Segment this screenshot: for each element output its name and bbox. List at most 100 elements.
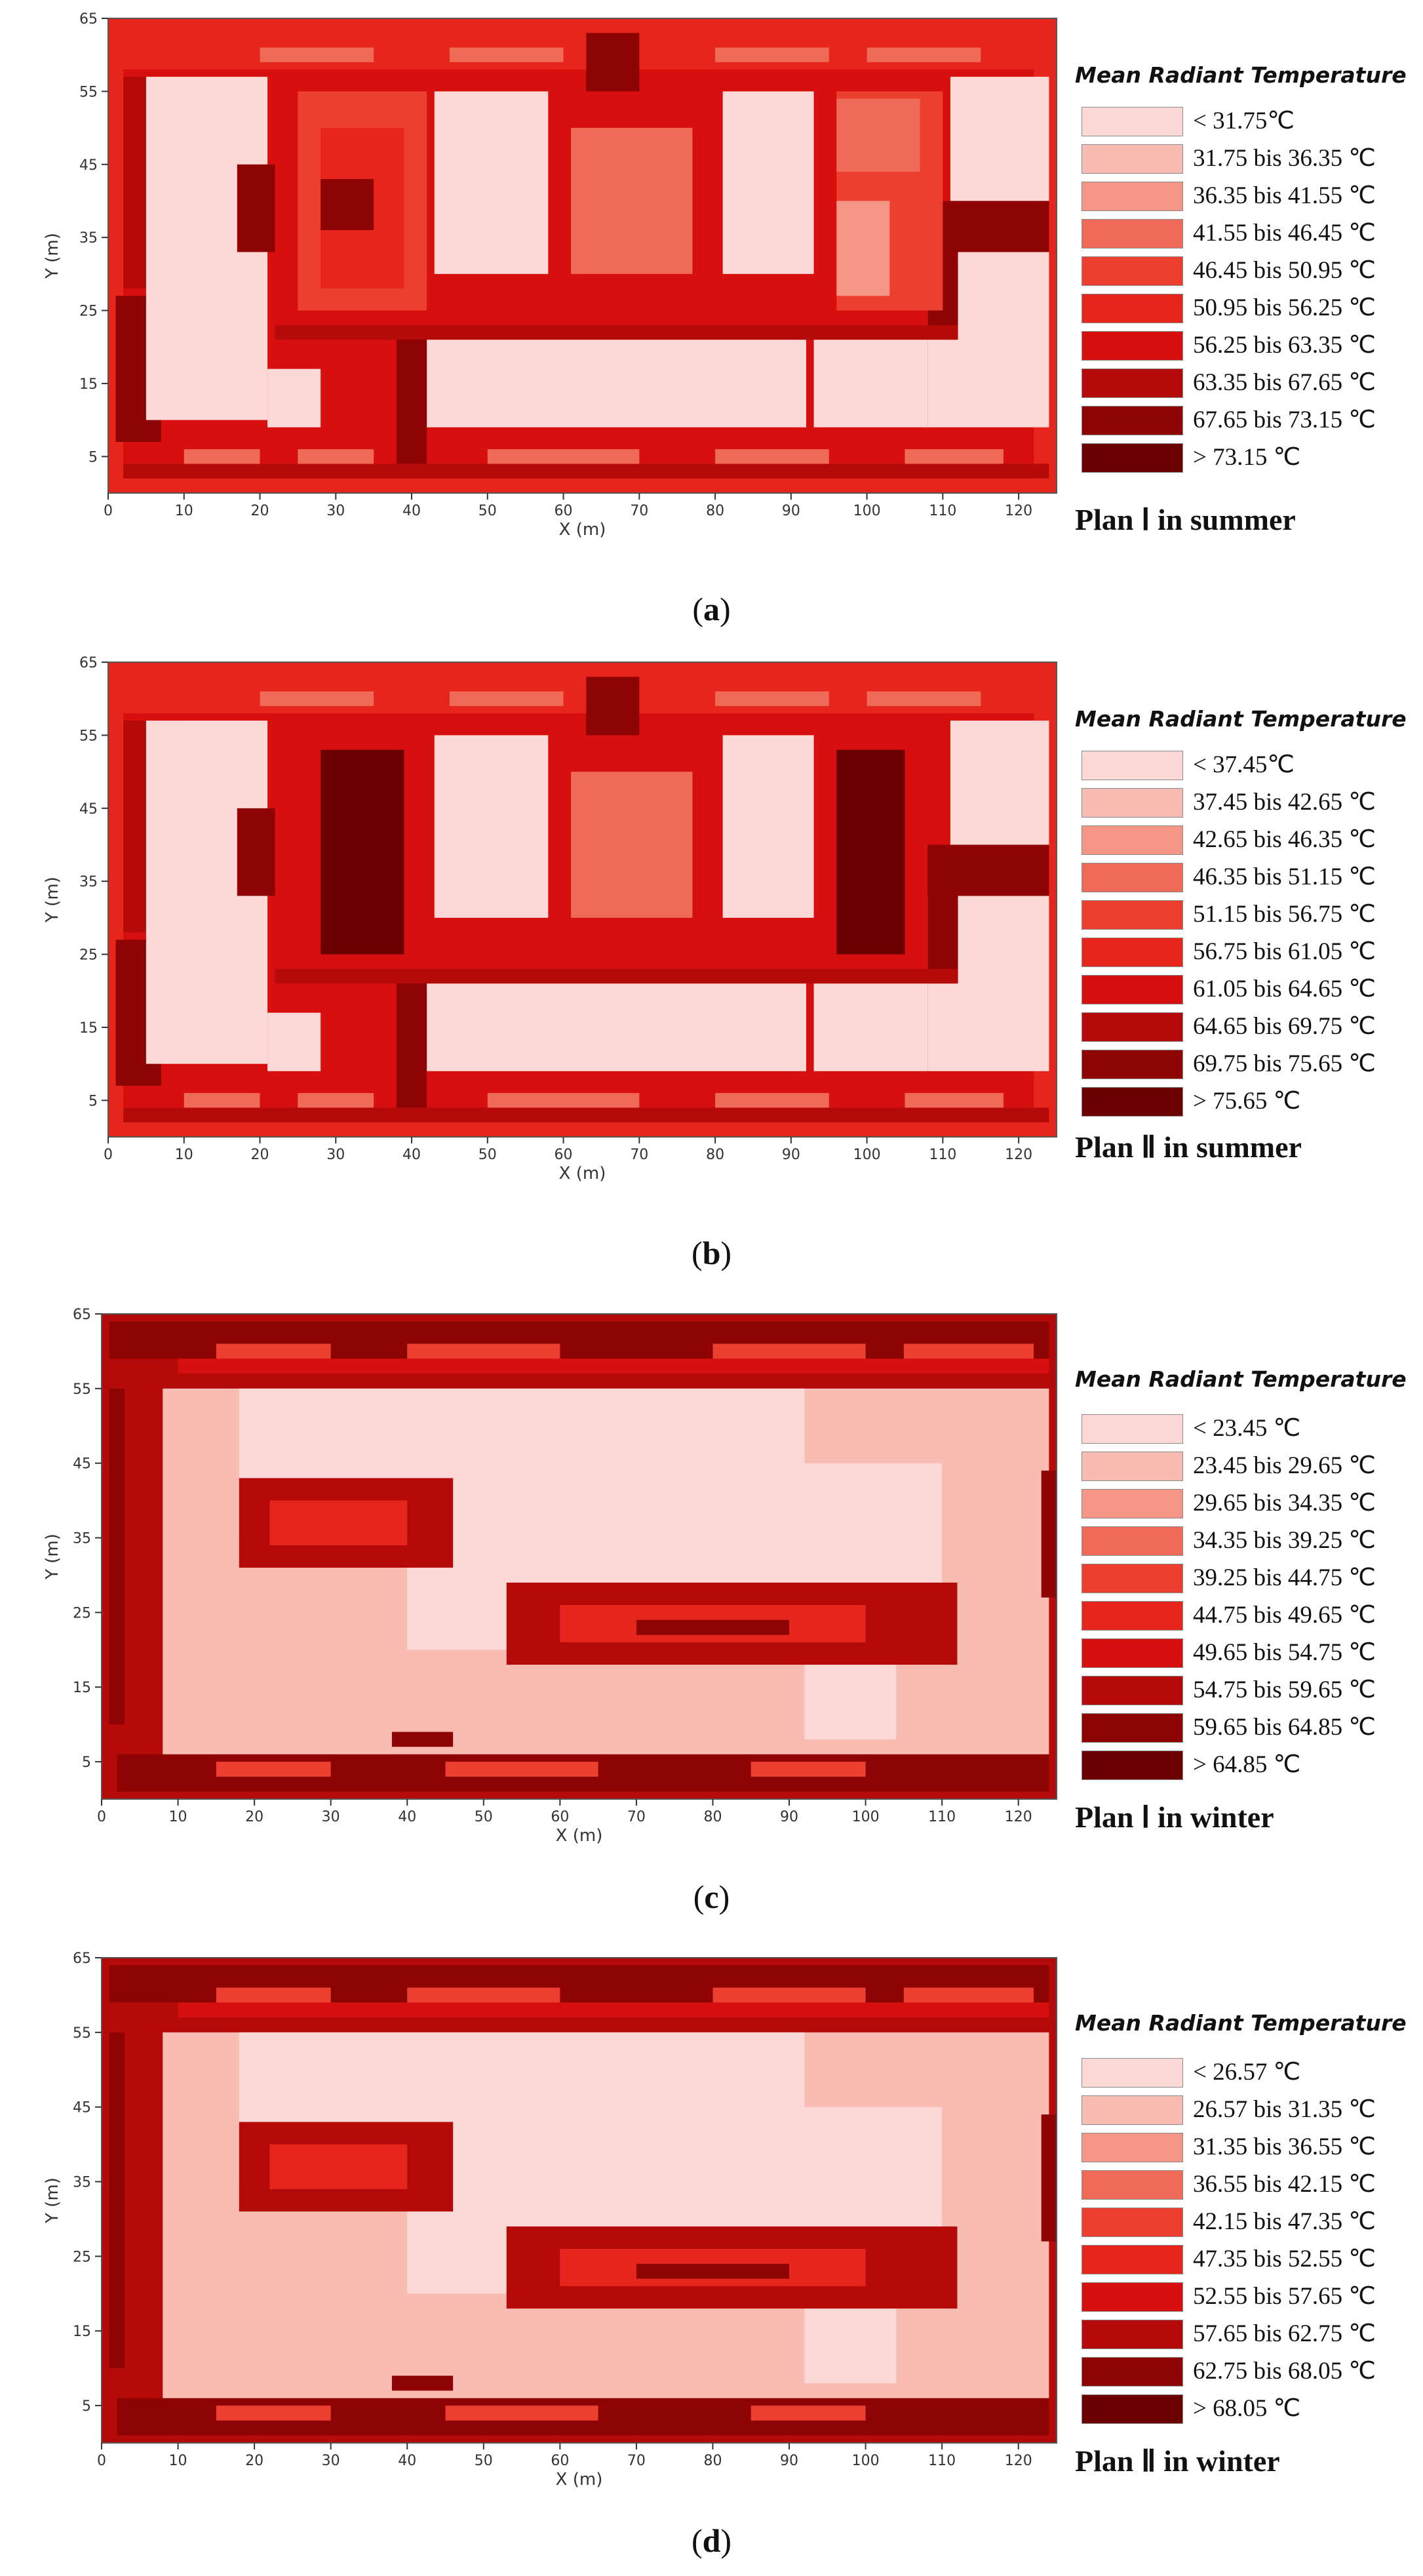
heat-cell xyxy=(275,968,958,984)
plot-frame xyxy=(101,1313,1057,1800)
y-tick-label: 5 xyxy=(82,2398,91,2415)
legend-swatch xyxy=(1082,2320,1183,2349)
legend-swatch xyxy=(1082,825,1183,855)
y-tick-label: 65 xyxy=(79,11,98,28)
legend-swatch xyxy=(1082,1751,1183,1780)
y-tick-label: 45 xyxy=(79,801,98,818)
heat-cell xyxy=(123,1107,1049,1122)
heat-cell xyxy=(109,1388,125,1725)
x-tick-label: 120 xyxy=(1005,1147,1032,1163)
legend-swatch xyxy=(1082,182,1183,211)
heat-cell xyxy=(184,1093,260,1108)
x-tick-label: 10 xyxy=(175,1147,193,1163)
x-tick-label: 120 xyxy=(1005,2453,1032,2469)
legend-label: 51.15 bis 56.75 ℃ xyxy=(1193,901,1376,928)
legend-label: 52.55 bis 57.65 ℃ xyxy=(1193,2283,1376,2310)
heat-cell xyxy=(927,201,1049,252)
x-tick-label: 90 xyxy=(780,1809,798,1825)
plan-label: Plan Ⅱ in summer xyxy=(1075,1130,1302,1164)
heat-cell xyxy=(321,179,374,231)
legend-label: 57.65 bis 62.75 ℃ xyxy=(1193,2320,1376,2347)
heat-cell xyxy=(927,896,958,984)
heat-cell xyxy=(427,340,806,427)
x-tick-label: 50 xyxy=(478,1147,497,1163)
y-axis-label: Y (m) xyxy=(43,2177,62,2224)
heat-cell xyxy=(722,91,814,274)
legend-title: Mean Radiant Temperature xyxy=(1075,62,1407,88)
x-tick-label: 60 xyxy=(555,503,573,519)
heatmap-plot-a: 0 10 20 30 40 50 60 70 80 90 100 110 120 5 15 25 35 45 55 6… xyxy=(43,11,1057,540)
legend-title: Mean Radiant Temperature xyxy=(1075,2010,1407,2036)
x-tick-label: 0 xyxy=(104,1147,113,1163)
y-tick-label: 15 xyxy=(79,1020,98,1037)
heat-cell xyxy=(434,735,549,918)
legend-swatch xyxy=(1082,2245,1183,2274)
heat-cell xyxy=(178,1358,1049,1374)
legend-swatch xyxy=(1082,1601,1183,1631)
x-axis-label: X (m) xyxy=(556,2470,603,2489)
y-tick-label: 25 xyxy=(73,2249,91,2265)
heatmap-plot-b: 0 10 20 30 40 50 60 70 80 90 100 110 120 5 15 25 35 45 55 6… xyxy=(43,655,1057,1183)
heat-cell xyxy=(216,1762,331,1777)
heat-cell xyxy=(712,1987,866,2003)
panel-caption: (a) xyxy=(692,591,731,627)
heat-cell xyxy=(750,1762,866,1777)
panel-caption: (d) xyxy=(691,2522,732,2559)
legend-swatch xyxy=(1082,1414,1183,1444)
x-tick-label: 30 xyxy=(326,503,345,519)
heat-cell xyxy=(267,368,321,427)
legend-label: < 31.75℃ xyxy=(1193,108,1295,134)
legend-label: > 64.85 ℃ xyxy=(1193,1751,1301,1778)
heat-cell xyxy=(216,1343,331,1359)
legend-swatch xyxy=(1082,256,1183,286)
x-tick-label: 10 xyxy=(169,1809,187,1825)
legend-label: 42.15 bis 47.35 ℃ xyxy=(1193,2208,1376,2235)
y-axis-label: Y (m) xyxy=(43,877,62,923)
legend-label: 64.65 bis 69.75 ℃ xyxy=(1193,1013,1376,1040)
panel-caption: (c) xyxy=(693,1878,730,1915)
x-tick-label: 110 xyxy=(928,2453,956,2469)
heat-cell xyxy=(715,449,829,464)
panel-d: 0 10 20 30 40 50 60 70 80 90 100 110 120 5 15 25 35 45 55 6… xyxy=(0,1932,1423,2575)
x-tick-label: 20 xyxy=(251,503,269,519)
legend-swatch xyxy=(1082,788,1183,818)
panel-c: 0 10 20 30 40 50 60 70 80 90 100 110 120 5 15 25 35 45 55 6… xyxy=(0,1288,1423,1932)
y-tick-label: 65 xyxy=(73,1951,91,1967)
legend-label: 23.45 bis 29.65 ℃ xyxy=(1193,1452,1376,1479)
heat-cell xyxy=(260,47,374,62)
legend-swatch xyxy=(1082,1713,1183,1743)
heat-cell xyxy=(903,1343,1034,1359)
x-tick-label: 70 xyxy=(627,1809,646,1825)
x-tick-label: 80 xyxy=(703,2453,722,2469)
legend-label: 56.75 bis 61.05 ℃ xyxy=(1193,938,1376,965)
x-tick-label: 110 xyxy=(929,1147,956,1163)
heat-cell xyxy=(434,91,549,274)
x-tick-label: 70 xyxy=(630,1147,648,1163)
legend-label: 31.35 bis 36.55 ℃ xyxy=(1193,2133,1376,2160)
legend-swatch xyxy=(1082,1564,1183,1593)
plan-label: Plan Ⅰ in summer xyxy=(1075,503,1296,536)
heat-cell xyxy=(407,1343,560,1359)
x-tick-label: 90 xyxy=(780,2453,798,2469)
legend-swatch xyxy=(1082,2357,1183,2387)
legend-swatch xyxy=(1082,938,1183,967)
heat-cell xyxy=(260,691,374,706)
y-tick-label: 45 xyxy=(79,157,98,174)
y-tick-label: 5 xyxy=(88,449,98,466)
heat-cell xyxy=(445,1762,598,1777)
x-tick-label: 40 xyxy=(398,1809,416,1825)
y-tick-label: 55 xyxy=(79,728,98,744)
plot-frame xyxy=(107,18,1057,494)
legend-swatch xyxy=(1082,2095,1183,2125)
legend-swatch xyxy=(1082,1087,1183,1117)
heat-cell xyxy=(487,1093,640,1108)
heat-cell xyxy=(1041,1471,1057,1598)
legend-label: 42.65 bis 46.35 ℃ xyxy=(1193,826,1376,853)
x-tick-label: 90 xyxy=(782,503,800,519)
y-tick-label: 25 xyxy=(73,1605,91,1621)
y-tick-label: 45 xyxy=(73,2100,91,2116)
x-tick-label: 60 xyxy=(555,1147,573,1163)
heat-cell xyxy=(487,449,640,464)
x-tick-label: 40 xyxy=(398,2453,416,2469)
legend-label: 34.35 bis 39.25 ℃ xyxy=(1193,1527,1376,1554)
